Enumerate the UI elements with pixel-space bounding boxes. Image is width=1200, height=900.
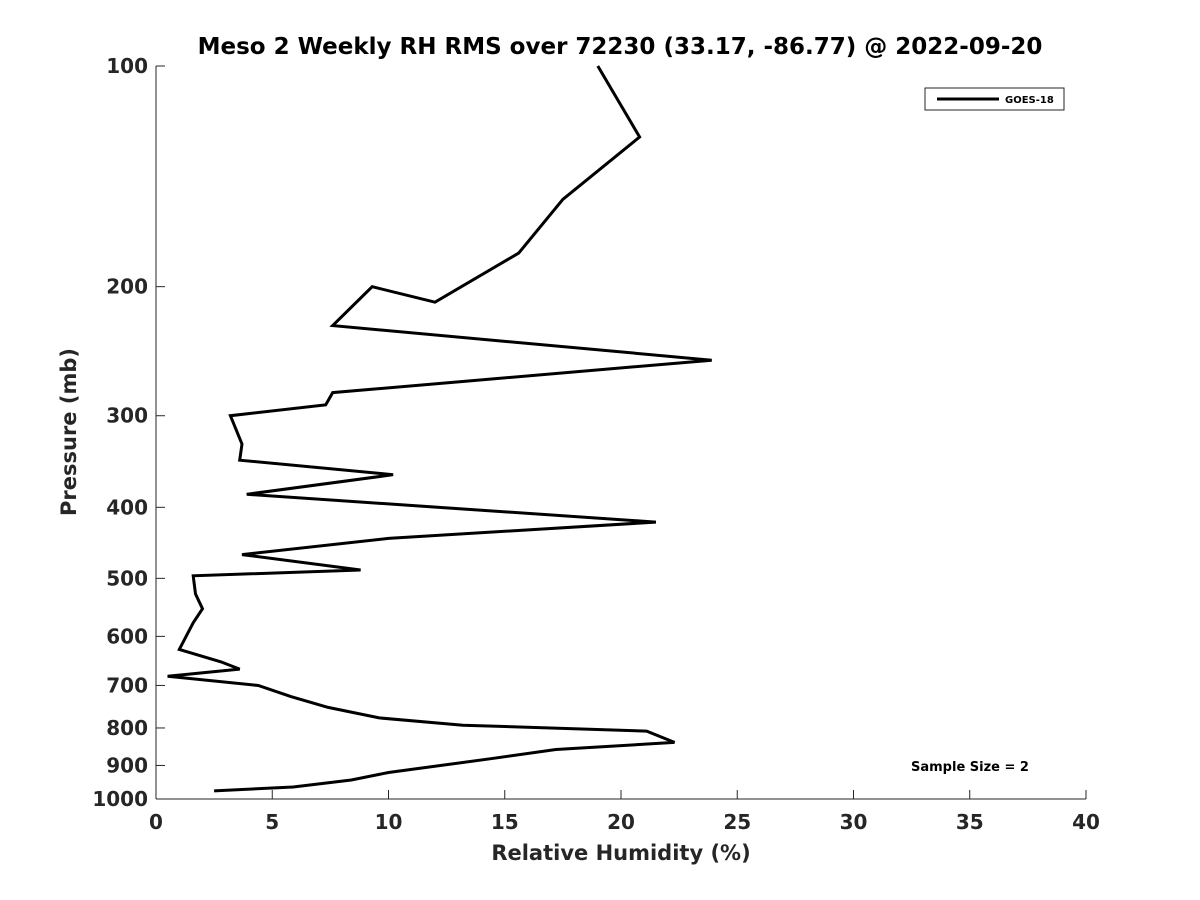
x-tick-label: 0 [149, 810, 163, 834]
x-tick-label: 35 [956, 810, 984, 834]
y-tick-label: 600 [106, 624, 148, 648]
y-tick-label: 700 [106, 673, 148, 697]
y-axis-ticks: 100 200 300 400 500 600 700 800 900 1000 [92, 54, 165, 811]
x-axis-label: Relative Humidity (%) [491, 841, 750, 865]
x-tick-label: 15 [491, 810, 519, 834]
y-tick-label: 900 [106, 753, 148, 777]
y-tick-label: 400 [106, 495, 148, 519]
x-tick-label: 40 [1072, 810, 1100, 834]
y-tick-label: 1000 [92, 787, 148, 811]
y-tick-label: 500 [106, 566, 148, 590]
x-axis-ticks: 0 5 10 15 20 25 30 35 40 [149, 790, 1100, 834]
legend: GOES-18 [924, 87, 1065, 111]
plot-area [155, 66, 1086, 800]
y-tick-label: 800 [106, 716, 148, 740]
x-tick-label: 10 [375, 810, 403, 834]
y-tick-label: 300 [106, 404, 148, 428]
legend-label-goes-18: GOES-18 [1005, 95, 1054, 106]
chart-title: Meso 2 Weekly RH RMS over 72230 (33.17, … [198, 34, 1043, 60]
x-tick-label: 30 [840, 810, 868, 834]
x-tick-label: 20 [607, 810, 635, 834]
y-axis-label: Pressure (mb) [57, 348, 81, 516]
y-tick-label: 200 [106, 275, 148, 299]
sample-size-annotation: Sample Size = 2 [911, 760, 1029, 775]
series-line-goes-18 [167, 65, 712, 793]
x-tick-label: 5 [265, 810, 279, 834]
x-tick-label: 25 [723, 810, 751, 834]
y-tick-label: 100 [106, 54, 148, 78]
